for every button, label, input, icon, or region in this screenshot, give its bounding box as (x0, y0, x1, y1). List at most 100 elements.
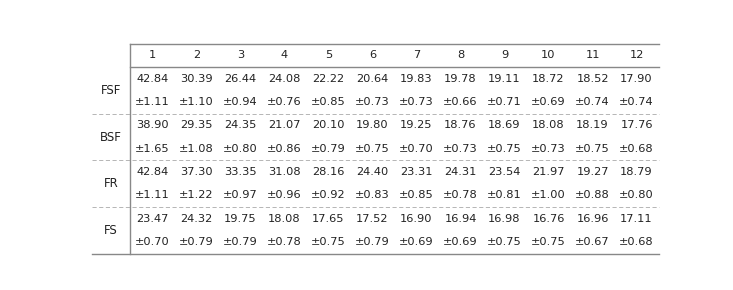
Text: ±0.79: ±0.79 (355, 237, 390, 247)
Text: 17.76: 17.76 (620, 120, 653, 130)
Text: ±0.97: ±0.97 (223, 190, 258, 200)
Text: ±0.70: ±0.70 (399, 144, 434, 154)
Text: ±0.67: ±0.67 (575, 237, 610, 247)
Text: ±1.22: ±1.22 (179, 190, 213, 200)
Text: 11: 11 (585, 50, 600, 60)
Text: ±0.73: ±0.73 (399, 97, 434, 107)
Text: 24.31: 24.31 (444, 167, 476, 177)
Text: ±0.73: ±0.73 (355, 97, 390, 107)
Text: ±0.92: ±0.92 (311, 190, 346, 200)
Text: ±0.75: ±0.75 (575, 144, 610, 154)
Text: ±0.85: ±0.85 (311, 97, 346, 107)
Text: 29.35: 29.35 (180, 120, 213, 130)
Text: ±0.73: ±0.73 (443, 144, 478, 154)
Text: ±0.79: ±0.79 (179, 237, 213, 247)
Text: 6: 6 (369, 50, 376, 60)
Text: ±0.86: ±0.86 (267, 144, 302, 154)
Text: 18.08: 18.08 (532, 120, 565, 130)
Text: ±0.96: ±0.96 (267, 190, 302, 200)
Text: 16.96: 16.96 (576, 214, 608, 224)
Text: 18.69: 18.69 (488, 120, 520, 130)
Text: ±0.75: ±0.75 (487, 144, 522, 154)
Text: ±0.94: ±0.94 (223, 97, 257, 107)
Text: 18.76: 18.76 (444, 120, 476, 130)
Text: ±0.73: ±0.73 (531, 144, 566, 154)
Text: ±0.83: ±0.83 (355, 190, 390, 200)
Text: ±1.08: ±1.08 (179, 144, 213, 154)
Text: ±0.81: ±0.81 (487, 190, 522, 200)
Text: 42.84: 42.84 (136, 74, 169, 84)
Text: ±0.68: ±0.68 (619, 144, 654, 154)
Text: 19.11: 19.11 (488, 74, 520, 84)
Text: 19.80: 19.80 (356, 120, 388, 130)
Text: 16.90: 16.90 (400, 214, 432, 224)
Text: 38.90: 38.90 (136, 120, 169, 130)
Text: ±0.69: ±0.69 (443, 237, 478, 247)
Text: ±0.68: ±0.68 (619, 237, 654, 247)
Text: ±0.88: ±0.88 (575, 190, 610, 200)
Text: 33.35: 33.35 (224, 167, 257, 177)
Text: 19.83: 19.83 (400, 74, 432, 84)
Text: 1: 1 (149, 50, 156, 60)
Text: 18.52: 18.52 (576, 74, 609, 84)
Text: 10: 10 (541, 50, 556, 60)
Text: 24.32: 24.32 (180, 214, 213, 224)
Text: 5: 5 (325, 50, 332, 60)
Text: 24.35: 24.35 (224, 120, 257, 130)
Text: 21.07: 21.07 (268, 120, 301, 130)
Text: 18.19: 18.19 (576, 120, 609, 130)
Text: 19.25: 19.25 (400, 120, 432, 130)
Text: ±0.74: ±0.74 (575, 97, 610, 107)
Text: 7: 7 (413, 50, 420, 60)
Text: 42.84: 42.84 (136, 167, 169, 177)
Text: ±1.11: ±1.11 (135, 97, 169, 107)
Text: 37.30: 37.30 (180, 167, 213, 177)
Text: 20.10: 20.10 (312, 120, 345, 130)
Text: 17.65: 17.65 (312, 214, 345, 224)
Text: ±0.75: ±0.75 (355, 144, 390, 154)
Text: ±0.66: ±0.66 (443, 97, 478, 107)
Text: 12: 12 (630, 50, 644, 60)
Text: 31.08: 31.08 (268, 167, 301, 177)
Text: BSF: BSF (100, 130, 122, 144)
Text: ±0.79: ±0.79 (311, 144, 346, 154)
Text: 17.90: 17.90 (620, 74, 653, 84)
Text: 18.79: 18.79 (620, 167, 653, 177)
Text: 26.44: 26.44 (224, 74, 257, 84)
Text: ±0.80: ±0.80 (223, 144, 258, 154)
Text: 24.40: 24.40 (356, 167, 388, 177)
Text: 23.47: 23.47 (136, 214, 169, 224)
Text: 16.76: 16.76 (532, 214, 564, 224)
Text: 9: 9 (501, 50, 508, 60)
Text: ±0.78: ±0.78 (267, 237, 302, 247)
Text: FSF: FSF (100, 84, 121, 97)
Text: 16.94: 16.94 (444, 214, 476, 224)
Text: ±0.79: ±0.79 (223, 237, 258, 247)
Text: 20.64: 20.64 (356, 74, 388, 84)
Text: ±0.69: ±0.69 (399, 237, 434, 247)
Text: ±0.75: ±0.75 (487, 237, 522, 247)
Text: 22.22: 22.22 (312, 74, 345, 84)
Text: FR: FR (103, 177, 118, 190)
Text: ±0.78: ±0.78 (443, 190, 478, 200)
Text: ±1.00: ±1.00 (531, 190, 566, 200)
Text: 24.08: 24.08 (268, 74, 301, 84)
Text: 16.98: 16.98 (488, 214, 520, 224)
Text: 18.72: 18.72 (532, 74, 564, 84)
Text: ±1.10: ±1.10 (179, 97, 213, 107)
Text: 3: 3 (237, 50, 244, 60)
Text: ±0.75: ±0.75 (531, 237, 566, 247)
Text: 23.54: 23.54 (488, 167, 520, 177)
Text: 21.97: 21.97 (532, 167, 564, 177)
Text: ±0.76: ±0.76 (267, 97, 302, 107)
Text: 19.27: 19.27 (576, 167, 609, 177)
Text: 30.39: 30.39 (180, 74, 213, 84)
Text: ±0.74: ±0.74 (619, 97, 654, 107)
Text: 2: 2 (193, 50, 200, 60)
Text: 19.78: 19.78 (444, 74, 476, 84)
Text: ±0.75: ±0.75 (311, 237, 346, 247)
Text: ±1.65: ±1.65 (135, 144, 169, 154)
Text: ±0.85: ±0.85 (399, 190, 434, 200)
Text: 8: 8 (457, 50, 464, 60)
Text: 19.75: 19.75 (224, 214, 257, 224)
